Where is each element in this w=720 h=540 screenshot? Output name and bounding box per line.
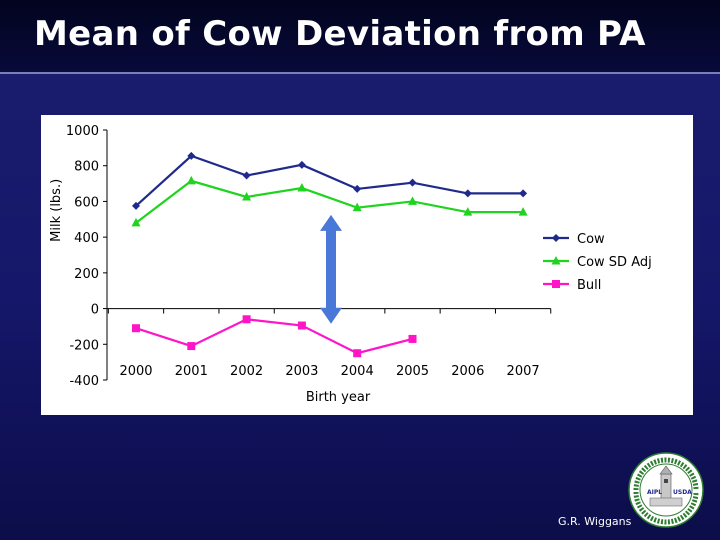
research-institute-seal-icon: AIPL USDA (628, 452, 704, 528)
cow-sd-adj-point (131, 217, 141, 227)
x-tick-label: 2000 (119, 364, 152, 379)
x-axis-label: Birth year (306, 390, 371, 405)
bull-legend-marker (552, 280, 560, 288)
double-arrow-head-down (320, 307, 342, 324)
cow-sd-adj-legend-label: Cow SD Adj (577, 255, 652, 270)
cow-legend-label: Cow (577, 232, 605, 247)
y-tick-label: 600 (74, 195, 99, 210)
seal-left-text: AIPL (647, 489, 662, 496)
x-tick-label: 2003 (285, 364, 318, 379)
x-tick-label: 2006 (451, 364, 484, 379)
bull-point (242, 315, 251, 324)
cow-sd-adj-point (242, 191, 252, 201)
seal-right-text: USDA (673, 489, 692, 496)
y-tick-label: 400 (74, 231, 99, 246)
cow-point (353, 184, 362, 193)
cow-point (297, 160, 306, 169)
y-tick-label: 200 (74, 267, 99, 282)
cow-sd-adj-point (518, 207, 528, 216)
bull-point (353, 349, 362, 358)
cow-sd-adj-point (352, 202, 362, 212)
cow-sd-adj-series-line (135, 179, 524, 224)
author-credit: G.R. Wiggans (558, 515, 632, 528)
slide-title: Mean of Cow Deviation from PA (34, 14, 646, 54)
y-axis-label: Milk (lbs.) (49, 179, 64, 242)
cow-sd-adj-point (186, 175, 196, 185)
cow-point (242, 171, 251, 180)
x-tick-label: 2007 (507, 364, 540, 379)
chart-panel: 1000 800 600 400 200 0 -200 -400 2000 2001 2002 200… (41, 115, 693, 415)
bull-point (187, 342, 196, 351)
double-arrow-shaft (326, 228, 336, 310)
cow-point (187, 151, 196, 160)
cow-point (463, 189, 472, 198)
cow-legend-marker (552, 234, 560, 242)
title-bar: Mean of Cow Deviation from PA (0, 0, 720, 74)
y-tick-label: -400 (69, 374, 99, 389)
y-tick-label: 800 (74, 160, 99, 175)
cow-sd-adj-point (408, 196, 417, 205)
cow-sd-adj-legend-marker (551, 256, 561, 265)
double-arrow-head-up (320, 214, 342, 231)
x-tick-label: 2005 (396, 364, 429, 379)
x-tick-label: 2002 (230, 364, 263, 379)
y-tick-label: 1000 (66, 124, 99, 139)
bull-point (408, 334, 417, 343)
cow-point (408, 178, 417, 187)
y-tick-label: -200 (69, 338, 99, 353)
bull-point (297, 321, 306, 330)
x-tick-label: 2004 (341, 364, 374, 379)
cow-series-line (135, 154, 524, 207)
bull-point (132, 324, 140, 333)
cow-sd-adj-point (297, 183, 307, 192)
bull-series-line (135, 318, 413, 355)
x-tick-label: 2001 (175, 364, 208, 379)
y-tick-label: 0 (91, 303, 99, 318)
cow-point (132, 201, 140, 210)
cow-sd-adj-point (463, 207, 473, 216)
cow-point (519, 189, 528, 198)
bull-legend-label: Bull (577, 278, 601, 293)
